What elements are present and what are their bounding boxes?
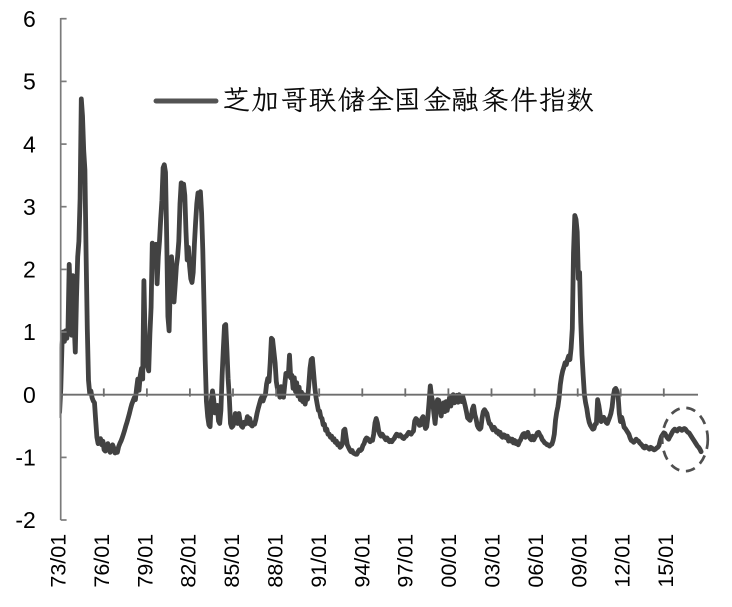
svg-text:-2: -2 [15,507,35,533]
svg-text:03/01: 03/01 [481,534,505,588]
svg-text:85/01: 85/01 [220,534,244,588]
svg-text:12/01: 12/01 [611,534,635,588]
svg-text:88/01: 88/01 [264,534,288,588]
svg-text:15/01: 15/01 [654,534,678,588]
svg-text:0: 0 [23,382,36,408]
svg-text:94/01: 94/01 [350,534,374,588]
svg-text:06/01: 06/01 [524,534,548,588]
svg-text:1: 1 [23,319,36,345]
svg-text:-1: -1 [15,445,35,471]
svg-text:3: 3 [23,194,36,220]
svg-text:76/01: 76/01 [90,534,114,588]
svg-text:97/01: 97/01 [394,534,418,588]
svg-text:00/01: 00/01 [437,534,461,588]
svg-text:5: 5 [23,69,36,95]
svg-text:09/01: 09/01 [567,534,591,588]
svg-text:2: 2 [23,257,36,283]
svg-text:91/01: 91/01 [307,534,331,588]
svg-text:73/01: 73/01 [47,534,71,588]
svg-text:4: 4 [23,131,36,157]
svg-text:82/01: 82/01 [177,534,201,588]
svg-text:79/01: 79/01 [133,534,157,588]
svg-text:6: 6 [23,6,36,32]
